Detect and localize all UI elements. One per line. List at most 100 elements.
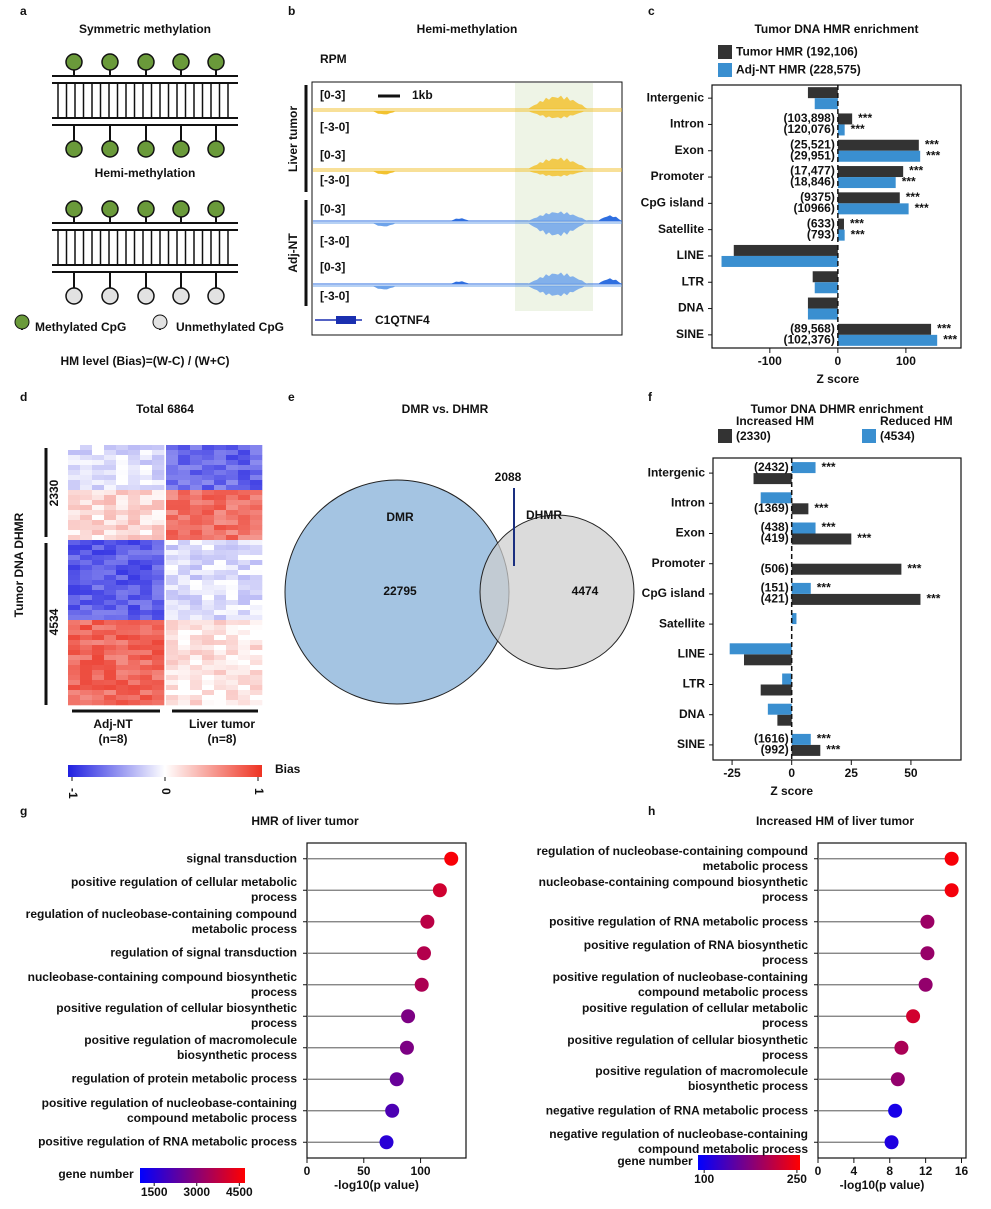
- heatmap-cell: [128, 455, 141, 461]
- x-axis-label: -log10(p value): [840, 1178, 925, 1192]
- heatmap-cell: [92, 595, 105, 601]
- methylated-cpg: [172, 200, 190, 218]
- heatmap-cell: [214, 470, 227, 476]
- heatmap-cell: [140, 660, 153, 666]
- heatmap-cell: [166, 550, 179, 556]
- heatmap-cell: [104, 465, 117, 471]
- unmethylated-cpg: [65, 287, 83, 305]
- heatmap-cell: [166, 635, 179, 641]
- heatmap-cell: [250, 510, 263, 516]
- heatmap-cell: [214, 575, 227, 581]
- dot: [414, 977, 429, 992]
- heatmap-cell: [250, 655, 263, 661]
- heatmap-cell: [128, 445, 141, 451]
- significance: ***: [814, 501, 828, 515]
- heatmap-cell: [214, 495, 227, 501]
- heatmap-cell: [190, 450, 203, 456]
- heatmap-cell: [80, 520, 93, 526]
- heatmap-cell: [202, 550, 215, 556]
- methylated-cpg: [207, 140, 225, 158]
- heatmap-cell: [68, 565, 81, 571]
- heatmap-cell: [128, 510, 141, 516]
- heatmap-cell: [226, 590, 239, 596]
- heatmap-cell: [128, 640, 141, 646]
- heatmap-cell: [80, 465, 93, 471]
- heatmap-cell: [116, 475, 129, 481]
- heatmap-cell: [152, 490, 165, 496]
- heatmap-cell: [226, 525, 239, 531]
- heatmap-cell: [166, 585, 179, 591]
- heatmap-cell: [80, 505, 93, 511]
- heatmap-cell: [178, 560, 191, 566]
- heatmap-cell: [116, 525, 129, 531]
- x-tick-label: 25: [845, 766, 859, 780]
- heatmap-cell: [128, 470, 141, 476]
- heatmap-cell: [152, 455, 165, 461]
- bar: [837, 166, 904, 178]
- significance: ***: [902, 175, 916, 189]
- heatmap-cell: [68, 570, 81, 576]
- heatmap-cell: [166, 650, 179, 656]
- heatmap-cell: [226, 575, 239, 581]
- heatmap-cell: [116, 550, 129, 556]
- heatmap-cell: [92, 685, 105, 691]
- heatmap-cell: [140, 445, 153, 451]
- heatmap-cell: [152, 700, 165, 706]
- heatmap-cell: [250, 480, 263, 486]
- x-axis-label: Z score: [770, 784, 813, 798]
- heatmap-cell: [152, 570, 165, 576]
- heatmap-cell: [68, 650, 81, 656]
- heatmap-cell: [68, 520, 81, 526]
- heatmap-cell: [166, 645, 179, 651]
- heatmap-cell: [238, 665, 251, 671]
- heatmap-cell: [80, 685, 93, 691]
- heatmap-cell: [202, 635, 215, 641]
- heatmap-cell: [178, 510, 191, 516]
- heatmap-cell: [178, 465, 191, 471]
- heatmap-cell: [140, 700, 153, 706]
- category-label: LINE: [677, 248, 704, 262]
- heatmap-cell: [92, 630, 105, 636]
- unmethylated-cpg: [101, 287, 119, 305]
- heatmap-cell: [214, 675, 227, 681]
- heatmap-cell: [140, 685, 153, 691]
- heatmap-cell: [250, 695, 263, 701]
- heatmap-cell: [190, 545, 203, 551]
- heatmap-cell: [68, 525, 81, 531]
- count-label: (421): [761, 592, 789, 606]
- heatmap-cell: [250, 460, 263, 466]
- methylated-cpg: [137, 53, 155, 71]
- panel-title: DMR vs. DHMR: [402, 402, 489, 416]
- heatmap-cell: [104, 620, 117, 626]
- heatmap-cell: [250, 490, 263, 496]
- track-frame: [311, 81, 623, 336]
- heatmap-cell: [250, 585, 263, 591]
- methylated-cpg: [65, 140, 83, 158]
- legend-label: Tumor HMR (192,106): [736, 44, 858, 59]
- heatmap-cell: [214, 680, 227, 686]
- dot: [416, 946, 431, 961]
- panel-letter: b: [288, 4, 295, 18]
- category-label: positive regulation of macromolecule bio…: [595, 1064, 808, 1094]
- heatmap-cell: [116, 695, 129, 701]
- count-label: (10966): [793, 201, 834, 215]
- heatmap-cell: [80, 445, 93, 451]
- heatmap-cell: [104, 505, 117, 511]
- heatmap-cell: [128, 665, 141, 671]
- heatmap-cell: [238, 500, 251, 506]
- heatmap-cell: [166, 695, 179, 701]
- heatmap-cell: [214, 700, 227, 706]
- heatmap-cell: [140, 550, 153, 556]
- heatmap-cell: [116, 690, 129, 696]
- heatmap-cell: [80, 555, 93, 561]
- heatmap-cell: [140, 455, 153, 461]
- heatmap-cell: [128, 630, 141, 636]
- heatmap-cell: [178, 495, 191, 501]
- heatmap-cell: [92, 640, 105, 646]
- plot-frame: [712, 457, 962, 761]
- heatmap-cell: [152, 630, 165, 636]
- bar: [837, 124, 845, 136]
- heatmap-cell: [140, 580, 153, 586]
- heatmap-cell: [214, 500, 227, 506]
- heatmap-cell: [92, 445, 105, 451]
